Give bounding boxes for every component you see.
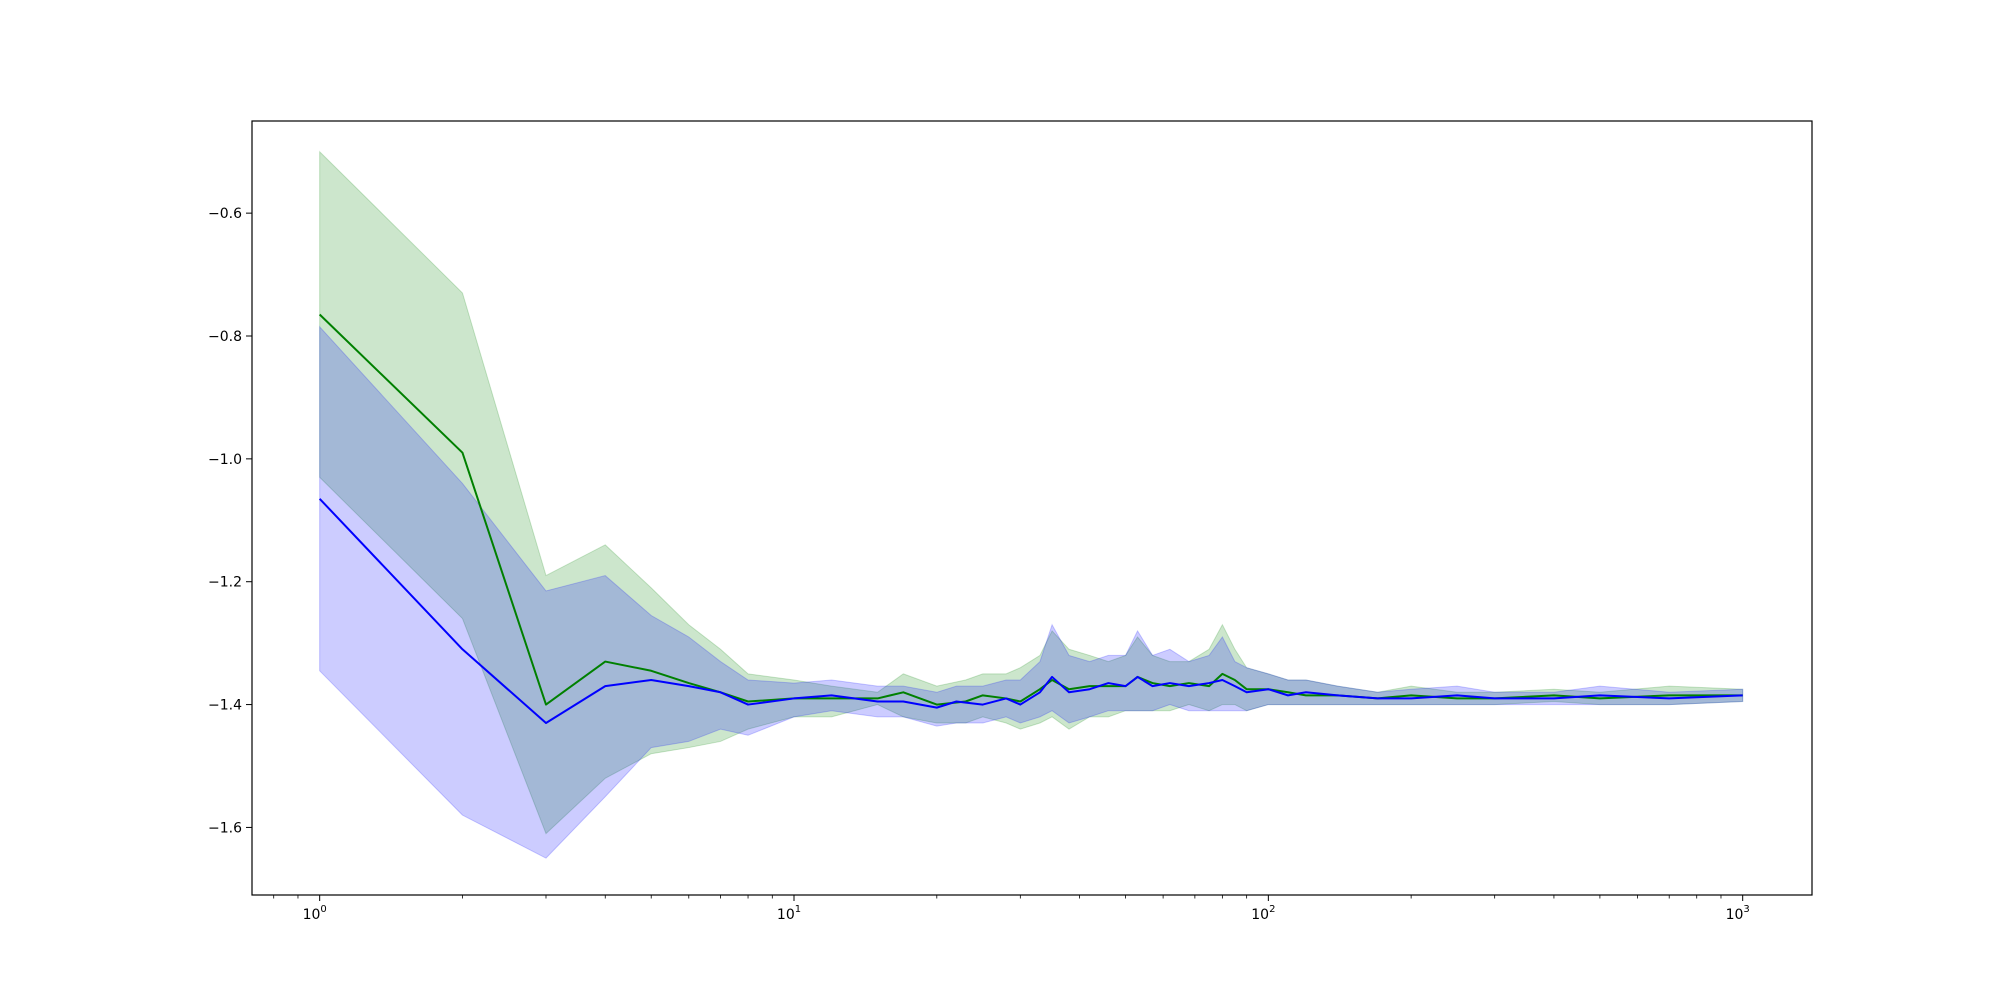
x-tick-label: 102 xyxy=(1251,904,1275,923)
y-tick-label: −1.2 xyxy=(208,575,242,591)
x-tick-label: 103 xyxy=(1726,904,1750,923)
mean-lines xyxy=(318,313,1743,724)
y-tick-label: −1.6 xyxy=(208,820,242,836)
plot-frame xyxy=(251,120,1813,896)
y-tick-label: −0.6 xyxy=(208,206,242,222)
series-0-band xyxy=(319,150,1744,835)
confidence-bands xyxy=(319,150,1744,859)
y-tick-label: −1.4 xyxy=(208,698,242,714)
y-axis: −0.6 −0.8 −1.0 −1.2 −1.4 −1.6 xyxy=(208,206,252,836)
series-1-line xyxy=(318,498,1743,724)
x-tick-label: 101 xyxy=(777,904,801,923)
y-tick-label: −0.8 xyxy=(208,329,242,345)
y-tick-label: −1.0 xyxy=(208,452,242,468)
series-1-band xyxy=(319,325,1744,859)
x-tick-label: 100 xyxy=(303,904,327,923)
